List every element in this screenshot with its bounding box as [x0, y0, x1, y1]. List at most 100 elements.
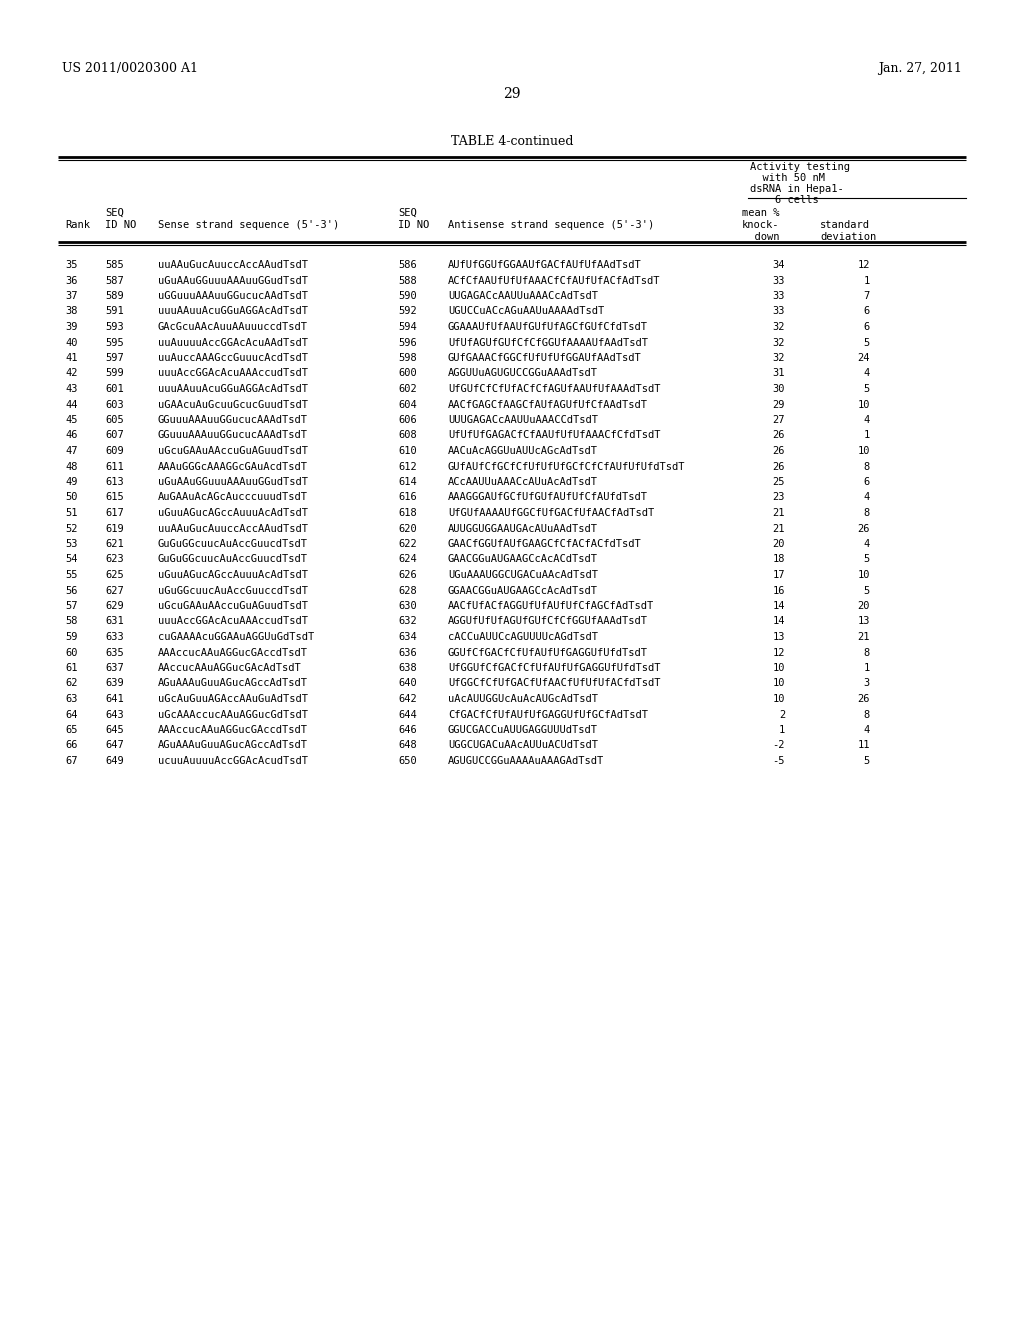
- Text: 5: 5: [864, 586, 870, 595]
- Text: 43: 43: [65, 384, 78, 393]
- Text: 640: 640: [398, 678, 417, 689]
- Text: uAcAUUGGUcAuAcAUGcAdTsdT: uAcAUUGGUcAuAcAUGcAdTsdT: [449, 694, 598, 704]
- Text: SEQ: SEQ: [398, 209, 417, 218]
- Text: uGcAuGuuAGAccAAuGuAdTsdT: uGcAuGuuAGAccAAuGuAdTsdT: [158, 694, 308, 704]
- Text: 586: 586: [398, 260, 417, 271]
- Text: 32: 32: [772, 322, 785, 333]
- Text: 4: 4: [864, 725, 870, 735]
- Text: dsRNA in Hepa1-: dsRNA in Hepa1-: [750, 183, 844, 194]
- Text: uGuGGcuucAuAccGuuccdTsdT: uGuGGcuucAuAccGuuccdTsdT: [158, 586, 308, 595]
- Text: 594: 594: [398, 322, 417, 333]
- Text: 44: 44: [65, 400, 78, 409]
- Text: 613: 613: [105, 477, 124, 487]
- Text: 610: 610: [398, 446, 417, 455]
- Text: uuuAAuuAcuGGuAGGAcAdTsdT: uuuAAuuAcuGGuAGGAcAdTsdT: [158, 306, 308, 317]
- Text: GuGuGGcuucAuAccGuucdTsdT: GuGuGGcuucAuAccGuucdTsdT: [158, 554, 308, 565]
- Text: 1: 1: [864, 430, 870, 441]
- Text: 624: 624: [398, 554, 417, 565]
- Text: UfUfAGUfGUfCfCfGGUfAAAAUfAAdTsdT: UfUfAGUfGUfCfCfGGUfAAAAUfAAdTsdT: [449, 338, 648, 347]
- Text: 26: 26: [772, 446, 785, 455]
- Text: 20: 20: [857, 601, 870, 611]
- Text: 12: 12: [857, 260, 870, 271]
- Text: AACfUfACfAGGUfUfAUfUfCfAGCfAdTsdT: AACfUfACfAGGUfUfAUfUfCfAGCfAdTsdT: [449, 601, 654, 611]
- Text: 634: 634: [398, 632, 417, 642]
- Text: 39: 39: [65, 322, 78, 333]
- Text: 633: 633: [105, 632, 124, 642]
- Text: GGUfCfGACfCfUfAUfUfGAGGUfUfdTsdT: GGUfCfGACfCfUfAUfUfGAGGUfUfdTsdT: [449, 648, 648, 657]
- Text: GGUCGACCuAUUGAGGUUUdTsdT: GGUCGACCuAUUGAGGUUUdTsdT: [449, 725, 598, 735]
- Text: 625: 625: [105, 570, 124, 579]
- Text: deviation: deviation: [820, 232, 877, 242]
- Text: 21: 21: [772, 524, 785, 533]
- Text: uuuAccGGAcAcuAAAccudTsdT: uuuAccGGAcAcuAAAccudTsdT: [158, 616, 308, 627]
- Text: 632: 632: [398, 616, 417, 627]
- Text: 649: 649: [105, 756, 124, 766]
- Text: 6: 6: [864, 477, 870, 487]
- Text: 638: 638: [398, 663, 417, 673]
- Text: -2: -2: [772, 741, 785, 751]
- Text: uuAuuuuAccGGAcAcuAAdTsdT: uuAuuuuAccGGAcAcuAAdTsdT: [158, 338, 308, 347]
- Text: Jan. 27, 2011: Jan. 27, 2011: [879, 62, 962, 75]
- Text: 599: 599: [105, 368, 124, 379]
- Text: 63: 63: [65, 694, 78, 704]
- Text: 33: 33: [772, 276, 785, 285]
- Text: 627: 627: [105, 586, 124, 595]
- Text: 609: 609: [105, 446, 124, 455]
- Text: 615: 615: [105, 492, 124, 503]
- Text: 590: 590: [398, 290, 417, 301]
- Text: with 50 nM: with 50 nM: [750, 173, 825, 183]
- Text: 10: 10: [772, 663, 785, 673]
- Text: 37: 37: [65, 290, 78, 301]
- Text: 8: 8: [864, 710, 870, 719]
- Text: ID NO: ID NO: [105, 220, 136, 230]
- Text: uGuAAuGGuuuAAAuuGGudTsdT: uGuAAuGGuuuAAAuuGGudTsdT: [158, 276, 308, 285]
- Text: 21: 21: [772, 508, 785, 517]
- Text: 61: 61: [65, 663, 78, 673]
- Text: 25: 25: [772, 477, 785, 487]
- Text: AGuAAAuGuuAGucAGccAdTsdT: AGuAAAuGuuAGucAGccAdTsdT: [158, 741, 308, 751]
- Text: AGGUfUfUfAGUfGUfCfCfGGUfAAAdTsdT: AGGUfUfUfAGUfGUfCfCfGGUfAAAdTsdT: [449, 616, 648, 627]
- Text: 597: 597: [105, 352, 124, 363]
- Text: 20: 20: [772, 539, 785, 549]
- Text: 64: 64: [65, 710, 78, 719]
- Text: 6: 6: [864, 306, 870, 317]
- Text: AAAccucAAuAGGucGAccdTsdT: AAAccucAAuAGGucGAccdTsdT: [158, 648, 308, 657]
- Text: 52: 52: [65, 524, 78, 533]
- Text: 38: 38: [65, 306, 78, 317]
- Text: uGuuAGucAGccAuuuAcAdTsdT: uGuuAGucAGccAuuuAcAdTsdT: [158, 508, 308, 517]
- Text: 636: 636: [398, 648, 417, 657]
- Text: 40: 40: [65, 338, 78, 347]
- Text: 619: 619: [105, 524, 124, 533]
- Text: 42: 42: [65, 368, 78, 379]
- Text: 635: 635: [105, 648, 124, 657]
- Text: ACcAAUUuAAACcAUuAcAdTsdT: ACcAAUUuAAACcAUuAcAdTsdT: [449, 477, 598, 487]
- Text: 598: 598: [398, 352, 417, 363]
- Text: 33: 33: [772, 290, 785, 301]
- Text: uGcAAAccucAAuAGGucGdTsdT: uGcAAAccucAAuAGGucGdTsdT: [158, 710, 308, 719]
- Text: 616: 616: [398, 492, 417, 503]
- Text: 607: 607: [105, 430, 124, 441]
- Text: knock-: knock-: [742, 220, 779, 230]
- Text: 605: 605: [105, 414, 124, 425]
- Text: 17: 17: [772, 570, 785, 579]
- Text: 5: 5: [864, 554, 870, 565]
- Text: AUfUfGGUfGGAAUfGACfAUfUfAAdTsdT: AUfUfGGUfGGAAUfGACfAUfUfAAdTsdT: [449, 260, 642, 271]
- Text: 588: 588: [398, 276, 417, 285]
- Text: 622: 622: [398, 539, 417, 549]
- Text: AAAccucAAuAGGucGAccdTsdT: AAAccucAAuAGGucGAccdTsdT: [158, 725, 308, 735]
- Text: AACfGAGCfAAGCfAUfAGUfUfCfAAdTsdT: AACfGAGCfAAGCfAUfAGUfUfCfAAdTsdT: [449, 400, 648, 409]
- Text: 12: 12: [772, 648, 785, 657]
- Text: cACCuAUUCcAGUUUUcAGdTsdT: cACCuAUUCcAGUUUUcAGdTsdT: [449, 632, 598, 642]
- Text: UfGGUfCfGACfCfUfAUfUfGAGGUfUfdTsdT: UfGGUfCfGACfCfUfAUfUfGAGGUfUfdTsdT: [449, 663, 660, 673]
- Text: uuuAAuuAcuGGuAGGAcAdTsdT: uuuAAuuAcuGGuAGGAcAdTsdT: [158, 384, 308, 393]
- Text: 606: 606: [398, 414, 417, 425]
- Text: AAAGGGAUfGCfUfGUfAUfUfCfAUfdTsdT: AAAGGGAUfGCfUfGUfAUfUfCfAUfdTsdT: [449, 492, 648, 503]
- Text: uuAuccAAAGccGuuucAcdTsdT: uuAuccAAAGccGuuucAcdTsdT: [158, 352, 308, 363]
- Text: 47: 47: [65, 446, 78, 455]
- Text: SEQ: SEQ: [105, 209, 124, 218]
- Text: 45: 45: [65, 414, 78, 425]
- Text: 618: 618: [398, 508, 417, 517]
- Text: 603: 603: [105, 400, 124, 409]
- Text: UGGCUGACuAAcAUUuACUdTsdT: UGGCUGACuAAcAUUuACUdTsdT: [449, 741, 598, 751]
- Text: 13: 13: [857, 616, 870, 627]
